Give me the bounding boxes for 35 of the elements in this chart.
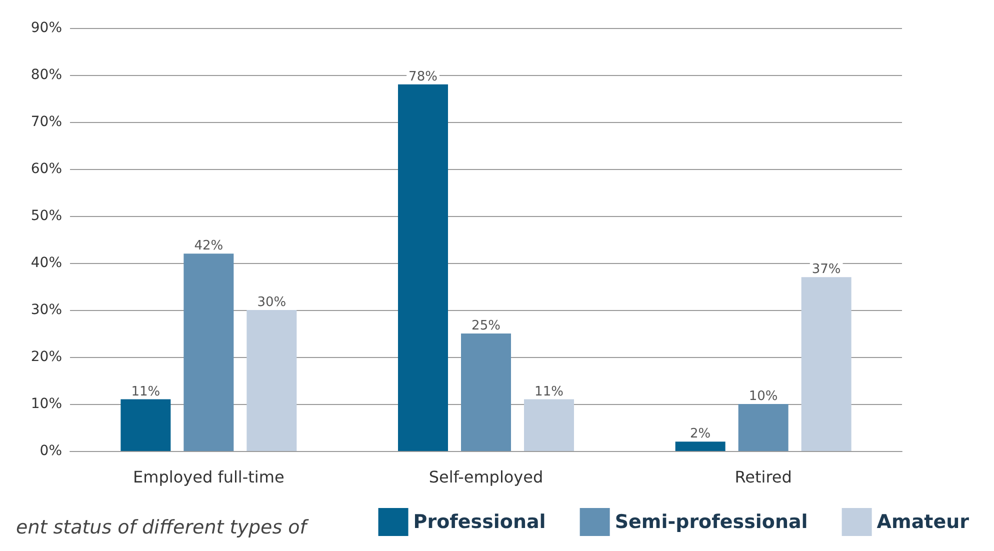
data-label: 25%	[472, 318, 500, 334]
x-tick-label: Employed full-time	[133, 468, 284, 486]
y-tick-label: 70%	[30, 114, 62, 130]
data-label: 42%	[194, 238, 224, 254]
x-tick-label: Retired	[734, 468, 792, 486]
data-label: 37%	[812, 262, 841, 278]
x-tick-label: Self-employed	[428, 468, 544, 486]
bar	[246, 310, 297, 451]
bar	[738, 404, 788, 451]
legend-label: Semi-professional	[614, 511, 808, 533]
data-label: 10%	[748, 389, 778, 404]
y-tick-label: 10%	[30, 396, 62, 412]
data-label: 11%	[534, 384, 564, 400]
y-tick-label: 40%	[30, 255, 62, 271]
y-tick-label: 60%	[30, 161, 62, 177]
bar	[675, 442, 726, 451]
legend-label: Amateur	[876, 511, 970, 533]
y-tick-label: 50%	[30, 208, 62, 224]
y-tick-label: 80%	[30, 67, 62, 83]
y-tick-label: 0%	[40, 443, 62, 459]
bar	[461, 334, 511, 451]
bar	[120, 399, 171, 451]
text: ent status of different types of	[16, 516, 310, 538]
data-label: 78%	[408, 69, 438, 84]
y-tick-label: 30%	[30, 302, 62, 318]
y-tick-label: 90%	[30, 20, 62, 36]
bar	[398, 84, 448, 451]
data-label: 2%	[690, 426, 711, 442]
data-label: 11%	[131, 384, 160, 400]
bar	[184, 254, 234, 451]
bar	[524, 399, 574, 451]
data-label: 30%	[257, 295, 286, 310]
y-tick-label: 20%	[30, 349, 62, 365]
bar	[801, 277, 852, 451]
legend-label: Professional	[413, 511, 546, 533]
